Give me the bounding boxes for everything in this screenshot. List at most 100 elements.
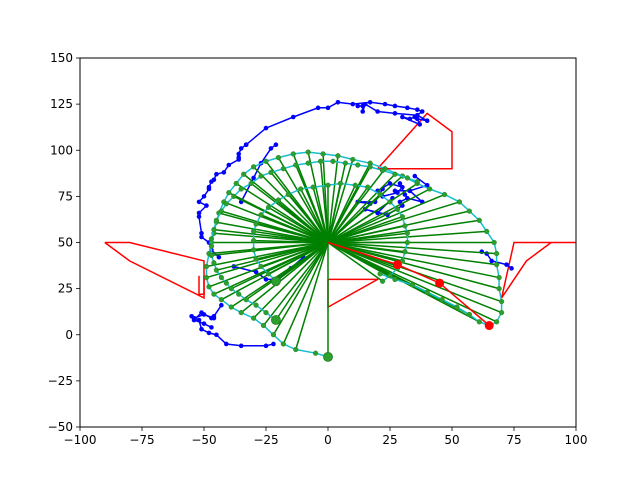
inner-path-node-12 <box>208 236 215 242</box>
x-tick-label-7: 75 <box>506 433 521 447</box>
tree-edge-75 <box>327 201 391 244</box>
x-tick-label-3: −25 <box>253 433 278 447</box>
inner-path-node-16 <box>223 201 229 207</box>
inner-path-node-5 <box>228 286 234 292</box>
y-tick-label-5: 75 <box>58 189 73 203</box>
random-point-4-1 <box>201 312 207 317</box>
outer-path-node-23 <box>251 164 257 170</box>
x-tick-label-2: −50 <box>191 433 216 447</box>
random-point-8-0 <box>236 157 242 162</box>
tree-edge-94 <box>270 171 329 243</box>
tree-edge-99 <box>327 173 396 244</box>
mid-path-node-13 <box>310 184 316 190</box>
mid-path-node-10 <box>275 197 282 203</box>
outer-path-node-5 <box>260 322 267 329</box>
tree-edge-95 <box>295 164 329 243</box>
outer-path-node-56 <box>392 276 398 283</box>
random-point-6-11 <box>414 107 420 112</box>
tree-edge-87 <box>230 241 329 290</box>
random-point-9-0 <box>206 186 212 192</box>
random-point-6-25 <box>355 103 361 109</box>
inner-path-node-26 <box>330 158 336 164</box>
tree-edge-31 <box>327 159 354 243</box>
mid-path-node-22 <box>402 223 408 229</box>
random-point-10-5 <box>216 254 222 260</box>
tree-edge-85 <box>327 241 383 282</box>
inner-path-node-6 <box>223 280 229 286</box>
tree-edge-5 <box>272 242 329 336</box>
inner-path-node-19 <box>248 180 254 187</box>
tree-edge-98 <box>327 166 371 243</box>
inner-path-node-27 <box>342 160 348 166</box>
random-point-16-2 <box>489 258 494 264</box>
outer-path-node-46 <box>499 298 505 305</box>
random-point-14-2 <box>412 173 418 179</box>
tree-edge-78 <box>327 225 406 244</box>
start-node-2 <box>271 276 281 287</box>
outer-path-node-3 <box>280 341 286 347</box>
outer-path-node-41 <box>491 239 497 246</box>
mid-path-node-24 <box>404 239 410 246</box>
outer-path-node-11 <box>206 284 212 290</box>
x-tick-label-0: −100 <box>64 433 97 447</box>
outer-path-node-9 <box>218 297 224 303</box>
mid-path-node-2 <box>258 263 264 270</box>
inner-path-node-2 <box>253 302 259 308</box>
random-point-6-16 <box>417 122 423 127</box>
x-tick-label-8: 100 <box>565 433 588 447</box>
inner-path-node-30 <box>379 167 386 174</box>
obstacle-1 <box>198 275 205 295</box>
tree-edge-88 <box>216 241 329 271</box>
inner-path-node-7 <box>218 274 224 281</box>
outer-path-node-42 <box>494 250 500 257</box>
random-point-12-3 <box>375 210 380 216</box>
random-point-10-2 <box>199 234 204 240</box>
tree-edge-30 <box>327 155 339 243</box>
outer-path-node-53 <box>439 297 445 303</box>
random-point-3-2 <box>209 325 214 330</box>
tree-edge-86 <box>245 241 329 301</box>
random-point-6-9 <box>392 103 398 109</box>
outer-path-node-43 <box>494 262 500 268</box>
tree-edge-92 <box>233 195 329 244</box>
outer-path-node-54 <box>424 289 430 295</box>
tree-edge-3 <box>295 242 329 350</box>
mid-path-node-16 <box>352 182 358 188</box>
tree-edge-73 <box>327 186 369 243</box>
outer-path-node-7 <box>238 310 244 316</box>
random-point-6-24 <box>360 103 366 109</box>
outer-path-node-50 <box>476 319 482 325</box>
random-point-8-3 <box>214 171 219 177</box>
outer-path-node-25 <box>275 155 282 161</box>
random-point-6-10 <box>405 105 410 111</box>
random-point-5-1 <box>251 175 256 181</box>
random-point-15-0 <box>397 181 403 186</box>
random-point-0-2 <box>263 277 269 282</box>
random-point-10-1 <box>199 230 204 236</box>
mid-path-node-15 <box>337 180 344 187</box>
outer-path-node-22 <box>241 171 247 177</box>
random-point-6-12 <box>419 109 425 114</box>
random-point-5-3 <box>268 146 274 151</box>
outer-path-node-52 <box>454 304 460 310</box>
obstacle-2 <box>377 112 453 170</box>
random-point-2-4 <box>219 302 224 308</box>
outer-path-node-27 <box>305 149 311 155</box>
inner-path-node-29 <box>367 164 373 170</box>
tree-edge-68 <box>300 188 329 243</box>
tree-edge-65 <box>268 206 329 244</box>
random-point-1-4 <box>214 332 219 338</box>
inner-path-node-9 <box>211 260 217 266</box>
mid-path-node-3 <box>253 256 259 262</box>
outer-path-node-1 <box>313 350 319 356</box>
outer-path-node-35 <box>427 186 433 192</box>
inner-path-node-13 <box>211 226 217 233</box>
random-point-6-1 <box>263 125 269 131</box>
outer-path-node-51 <box>466 311 472 318</box>
tree-edge-1 <box>275 242 329 321</box>
outer-path-node-37 <box>456 199 463 205</box>
random-point-8-5 <box>209 179 214 184</box>
random-point-7-1 <box>238 146 244 151</box>
random-point-1-3 <box>206 330 212 336</box>
